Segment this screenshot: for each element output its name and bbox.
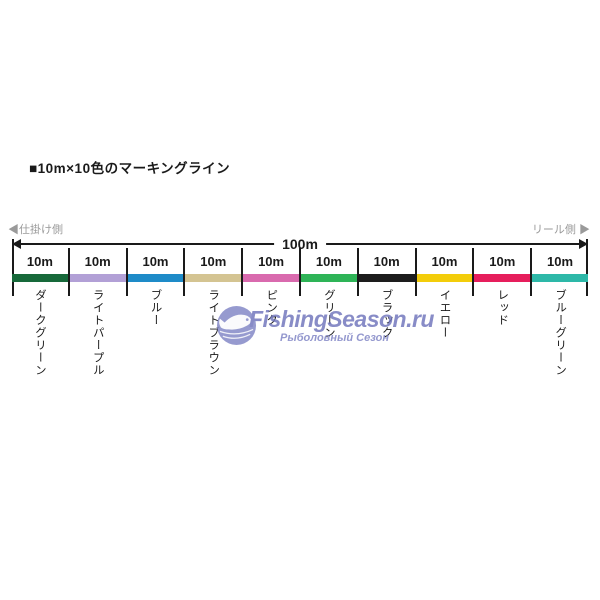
total-length-label: 100m xyxy=(274,236,326,252)
segment-color-band xyxy=(127,274,184,282)
left-boundary-line xyxy=(12,239,14,296)
segment-color-name: ブルー xyxy=(149,289,162,327)
line-segment: 10m グリーン xyxy=(300,248,359,339)
arrowhead-right-icon xyxy=(579,239,588,249)
segment-color-name: ブルーグリーン xyxy=(554,289,567,377)
segment-length-label: 10m xyxy=(373,254,400,269)
segment-color-band xyxy=(532,274,588,282)
reel-side-label: リール側 ▶ xyxy=(531,224,590,236)
line-segment: 10m レッド xyxy=(474,248,533,327)
arrowhead-left-icon xyxy=(12,239,21,249)
segment-color-name: レッド xyxy=(496,289,509,327)
segment-color-band xyxy=(474,274,531,282)
segment-color-name: ブラック xyxy=(380,289,393,339)
total-length-arrow: 100m xyxy=(12,236,588,252)
line-segment: 10m ブルー xyxy=(127,248,186,327)
segment-color-band xyxy=(69,274,126,282)
page-title: ■10m×10色のマーキングライン xyxy=(29,161,231,176)
rig-side-label: ◀仕掛け側 xyxy=(8,224,63,236)
watermark-subtitle: Рыболовный Сезон xyxy=(280,332,390,344)
segment-color-band xyxy=(185,274,242,282)
segment-color-band xyxy=(12,274,68,282)
segment-length-label: 10m xyxy=(26,254,53,269)
watermark-brand: FishingSeason.ru xyxy=(249,306,434,332)
line-segment: 10m ブラック xyxy=(358,248,417,339)
segment-length-label: 10m xyxy=(258,254,285,269)
watermark: FishingSeason.ru Рыболовный Сезон xyxy=(216,303,434,349)
segment-color-name: ダークグリーン xyxy=(33,289,46,377)
marking-line-segments: 10m ダークグリーン 10m ライトパープル 10m ブルー 10m ライトブ… xyxy=(12,248,588,377)
segment-color-name: グリーン xyxy=(322,289,335,339)
segment-color-band xyxy=(300,274,357,282)
segment-color-band xyxy=(243,274,299,282)
line-segment: 10m ダークグリーン xyxy=(12,248,70,377)
segment-length-label: 10m xyxy=(547,254,574,269)
line-segment: 10m ブルーグリーン xyxy=(532,248,588,377)
segment-color-name: ライトブラウン xyxy=(207,289,220,377)
line-segment: 10m イエロー xyxy=(416,248,475,339)
segment-length-label: 10m xyxy=(431,254,458,269)
line-segment: 10m ライトパープル xyxy=(69,248,128,377)
line-segment: 10m ライトブラウン xyxy=(185,248,244,377)
segment-color-band xyxy=(358,274,415,282)
segment-color-name: イエロー xyxy=(438,289,451,339)
fish-globe-logo-icon xyxy=(216,305,257,346)
segment-length-label: 10m xyxy=(142,254,169,269)
segment-length-label: 10m xyxy=(200,254,227,269)
segment-length-label: 10m xyxy=(489,254,516,269)
right-boundary-line xyxy=(586,239,588,296)
segment-length-label: 10m xyxy=(84,254,111,269)
segment-color-band xyxy=(416,274,473,282)
segment-color-name: ライトパープル xyxy=(91,289,104,377)
segment-color-name: ピンク xyxy=(265,289,278,327)
line-segment: 10m ピンク xyxy=(243,248,301,327)
segment-length-label: 10m xyxy=(315,254,342,269)
